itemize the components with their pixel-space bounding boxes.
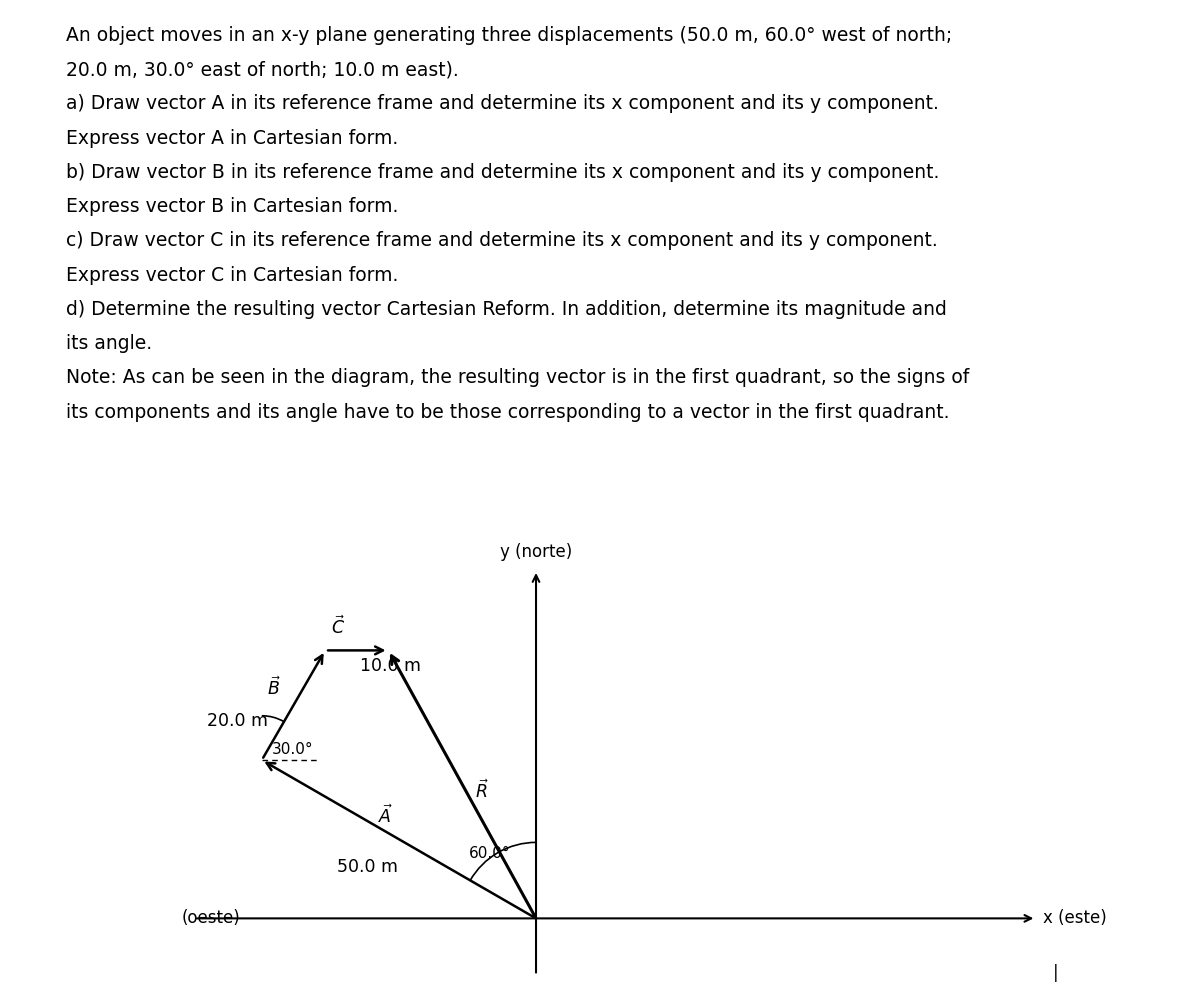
Text: 10.0 m: 10.0 m (360, 656, 421, 674)
Text: Note: As can be seen in the diagram, the resulting vector is in the first quadra: Note: As can be seen in the diagram, the… (66, 368, 970, 387)
Text: 60.0°: 60.0° (469, 846, 511, 861)
Text: y (norte): y (norte) (500, 542, 572, 561)
Text: d) Determine the resulting vector Cartesian Reform. In addition, determine its m: d) Determine the resulting vector Cartes… (66, 300, 947, 319)
Text: 20.0 m: 20.0 m (208, 712, 268, 730)
Text: $\vec{A}$: $\vec{A}$ (378, 804, 392, 826)
Text: Express vector B in Cartesian form.: Express vector B in Cartesian form. (66, 197, 398, 216)
Text: 50.0 m: 50.0 m (337, 858, 397, 876)
Text: 30.0°: 30.0° (271, 742, 313, 757)
Text: x (este): x (este) (1043, 910, 1106, 927)
Text: its components and its angle have to be those corresponding to a vector in the f: its components and its angle have to be … (66, 403, 949, 422)
Text: $\vec{R}$: $\vec{R}$ (475, 780, 488, 802)
Text: $\vec{B}$: $\vec{B}$ (268, 676, 281, 699)
Text: Express vector C in Cartesian form.: Express vector C in Cartesian form. (66, 266, 398, 285)
Text: c) Draw vector C in its reference frame and determine its x component and its y : c) Draw vector C in its reference frame … (66, 231, 937, 250)
Text: 20.0 m, 30.0° east of north; 10.0 m east).: 20.0 m, 30.0° east of north; 10.0 m east… (66, 60, 458, 79)
Text: An object moves in an x-y plane generating three displacements (50.0 m, 60.0° we: An object moves in an x-y plane generati… (66, 26, 953, 45)
Text: |: | (1052, 963, 1058, 982)
Text: (oeste): (oeste) (181, 910, 240, 927)
Text: a) Draw vector A in its reference frame and determine its x component and its y : a) Draw vector A in its reference frame … (66, 94, 938, 113)
Text: b) Draw vector B in its reference frame and determine its x component and its y : b) Draw vector B in its reference frame … (66, 163, 940, 182)
Text: $\vec{C}$: $\vec{C}$ (331, 615, 346, 638)
Text: its angle.: its angle. (66, 334, 152, 354)
Text: Express vector A in Cartesian form.: Express vector A in Cartesian form. (66, 129, 398, 148)
